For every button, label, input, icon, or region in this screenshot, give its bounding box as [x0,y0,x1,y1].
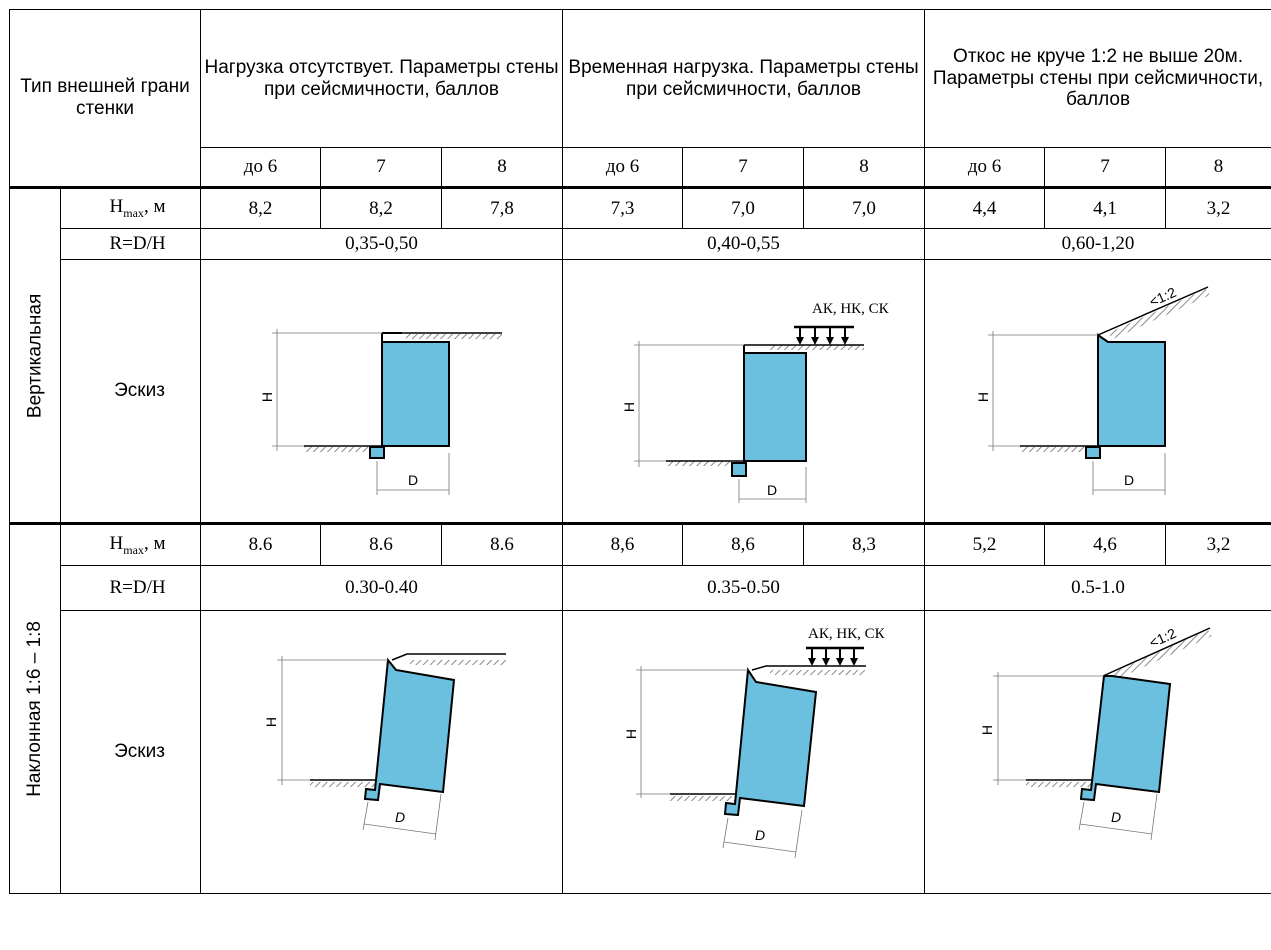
section-inclined-label: Наклонная 1:6 – 1:8 [24,621,46,797]
d-dim: D [1111,809,1121,825]
hmax-value: 4,6 [1044,521,1167,567]
inclined-wall-slope-sketch: <1:2 H D [979,625,1213,841]
hmax-value: 4,4 [924,185,1046,230]
seismic-header: 7 [320,147,443,188]
hmax-value: 3,2 [1165,185,1271,230]
seismic-header: до 6 [562,147,684,188]
h-dim: H [263,717,279,727]
h-dim: H [975,392,991,402]
h-dim: H [623,729,639,739]
sketch-cell: АК, НК, СК H [562,259,926,524]
r-label: R=D/H [59,565,202,612]
hmax-value: 7,8 [441,185,564,230]
hmax-sub: max [123,542,144,557]
r-value: 0,60-1,20 [924,228,1271,261]
wall-body [1079,675,1172,802]
hmax-value: 8,6 [562,521,684,567]
hmax-sub: max [123,206,144,221]
sketch-cell: <1:2 H D [924,259,1271,524]
group-header-label: Временная нагрузка. Параметры стены при … [568,56,919,100]
hmax-main: H [109,196,124,218]
hmax-value: 5,2 [924,521,1046,567]
wall-body [730,345,807,478]
hmax-value: 7,0 [682,185,805,230]
hmax-main: H [109,532,124,554]
hmax-label: Hmax, м [59,185,202,230]
wall-body [368,333,450,460]
hmax-value: 8.6 [200,521,322,567]
hmax-label: Hmax, м [59,521,202,567]
h-dim: H [979,725,995,735]
vertical-wall-no-load-sketch: H D [259,329,502,496]
inclined-wall-temp-load-sketch: АК, НК, СК H [623,626,886,859]
group-header-slope: Откос не круче 1:2 не выше 20м. Параметр… [924,9,1271,148]
hmax-value: 8,6 [682,521,805,567]
sketch-cell: H D [200,259,564,524]
wall-body [1085,333,1167,460]
hmax-value: 7,3 [562,185,684,230]
sketch-cell: АК, НК, СК H [562,610,926,894]
group-header-label: Нагрузка отсутствует. Параметры стены пр… [204,56,559,100]
h-dim: H [621,402,637,412]
hmax-value: 3,2 [1165,521,1271,567]
seismic-header: до 6 [924,147,1046,188]
seismic-header: 7 [1044,147,1167,188]
ground-hatch-lower [303,447,382,453]
group-header-no-load: Нагрузка отсутствует. Параметры стены пр… [200,9,564,148]
wall-body [363,657,455,802]
r-value: 0,40-0,55 [562,228,926,261]
sketch-label: Эскиз [59,610,202,894]
hmax-value: 8.6 [441,521,564,567]
d-dim: D [407,472,417,488]
seismic-header: 8 [803,147,926,188]
hmax-value: 8,3 [803,521,926,567]
sketch-cell: H D [200,610,564,894]
section-vertical-label: Вертикальная [24,293,46,418]
d-dim: D [394,809,404,825]
load-label: АК, НК, СК [812,301,890,317]
inclined-wall-no-load-sketch: H D [263,653,506,841]
r-value: 0.35-0.50 [562,565,926,612]
hmax-value: 8.6 [320,521,443,567]
type-header-label: Тип внешней грани стенки [20,76,190,119]
hmax-value: 8,2 [200,185,322,230]
ground-hatch-upper [405,334,502,340]
r-label: R=D/H [59,228,202,261]
sketch-cell: <1:2 H D [924,610,1271,894]
type-header: Тип внешней грани стенки [8,9,202,188]
sketch-label: Эскиз [59,259,202,524]
r-value: 0,35-0,50 [200,228,564,261]
hmax-unit: , м [143,196,166,218]
wall-parameters-table: Тип внешней грани стенки Нагрузка отсутс… [8,9,1271,894]
seismic-header: 7 [682,147,805,188]
section-vertical-label-cell: Вертикальная [9,186,61,524]
r-value: 0.5-1.0 [924,565,1271,612]
h-dim: H [259,392,275,402]
d-dim: D [1124,472,1134,488]
seismic-header: 8 [441,147,564,188]
section-inclined-label-cell: Наклонная 1:6 – 1:8 [9,522,61,894]
vertical-wall-slope-sketch: <1:2 H D [975,284,1211,496]
vertical-wall-temp-load-sketch: АК, НК, СК H [621,301,890,504]
load-label: АК, НК, СК [808,626,886,642]
seismic-header: до 6 [200,147,322,188]
hmax-value: 7,0 [803,185,926,230]
hmax-value: 4,1 [1044,185,1167,230]
r-value: 0.30-0.40 [200,565,564,612]
group-header-label: Откос не круче 1:2 не выше 20м. Параметр… [932,45,1264,111]
hmax-value: 8,2 [320,185,443,230]
d-dim: D [766,482,776,498]
seismic-header: 8 [1165,147,1271,188]
group-header-temp-load: Временная нагрузка. Параметры стены при … [562,9,926,148]
wall-body [723,667,817,817]
hmax-unit: , м [143,532,166,554]
d-dim: D [754,827,764,843]
